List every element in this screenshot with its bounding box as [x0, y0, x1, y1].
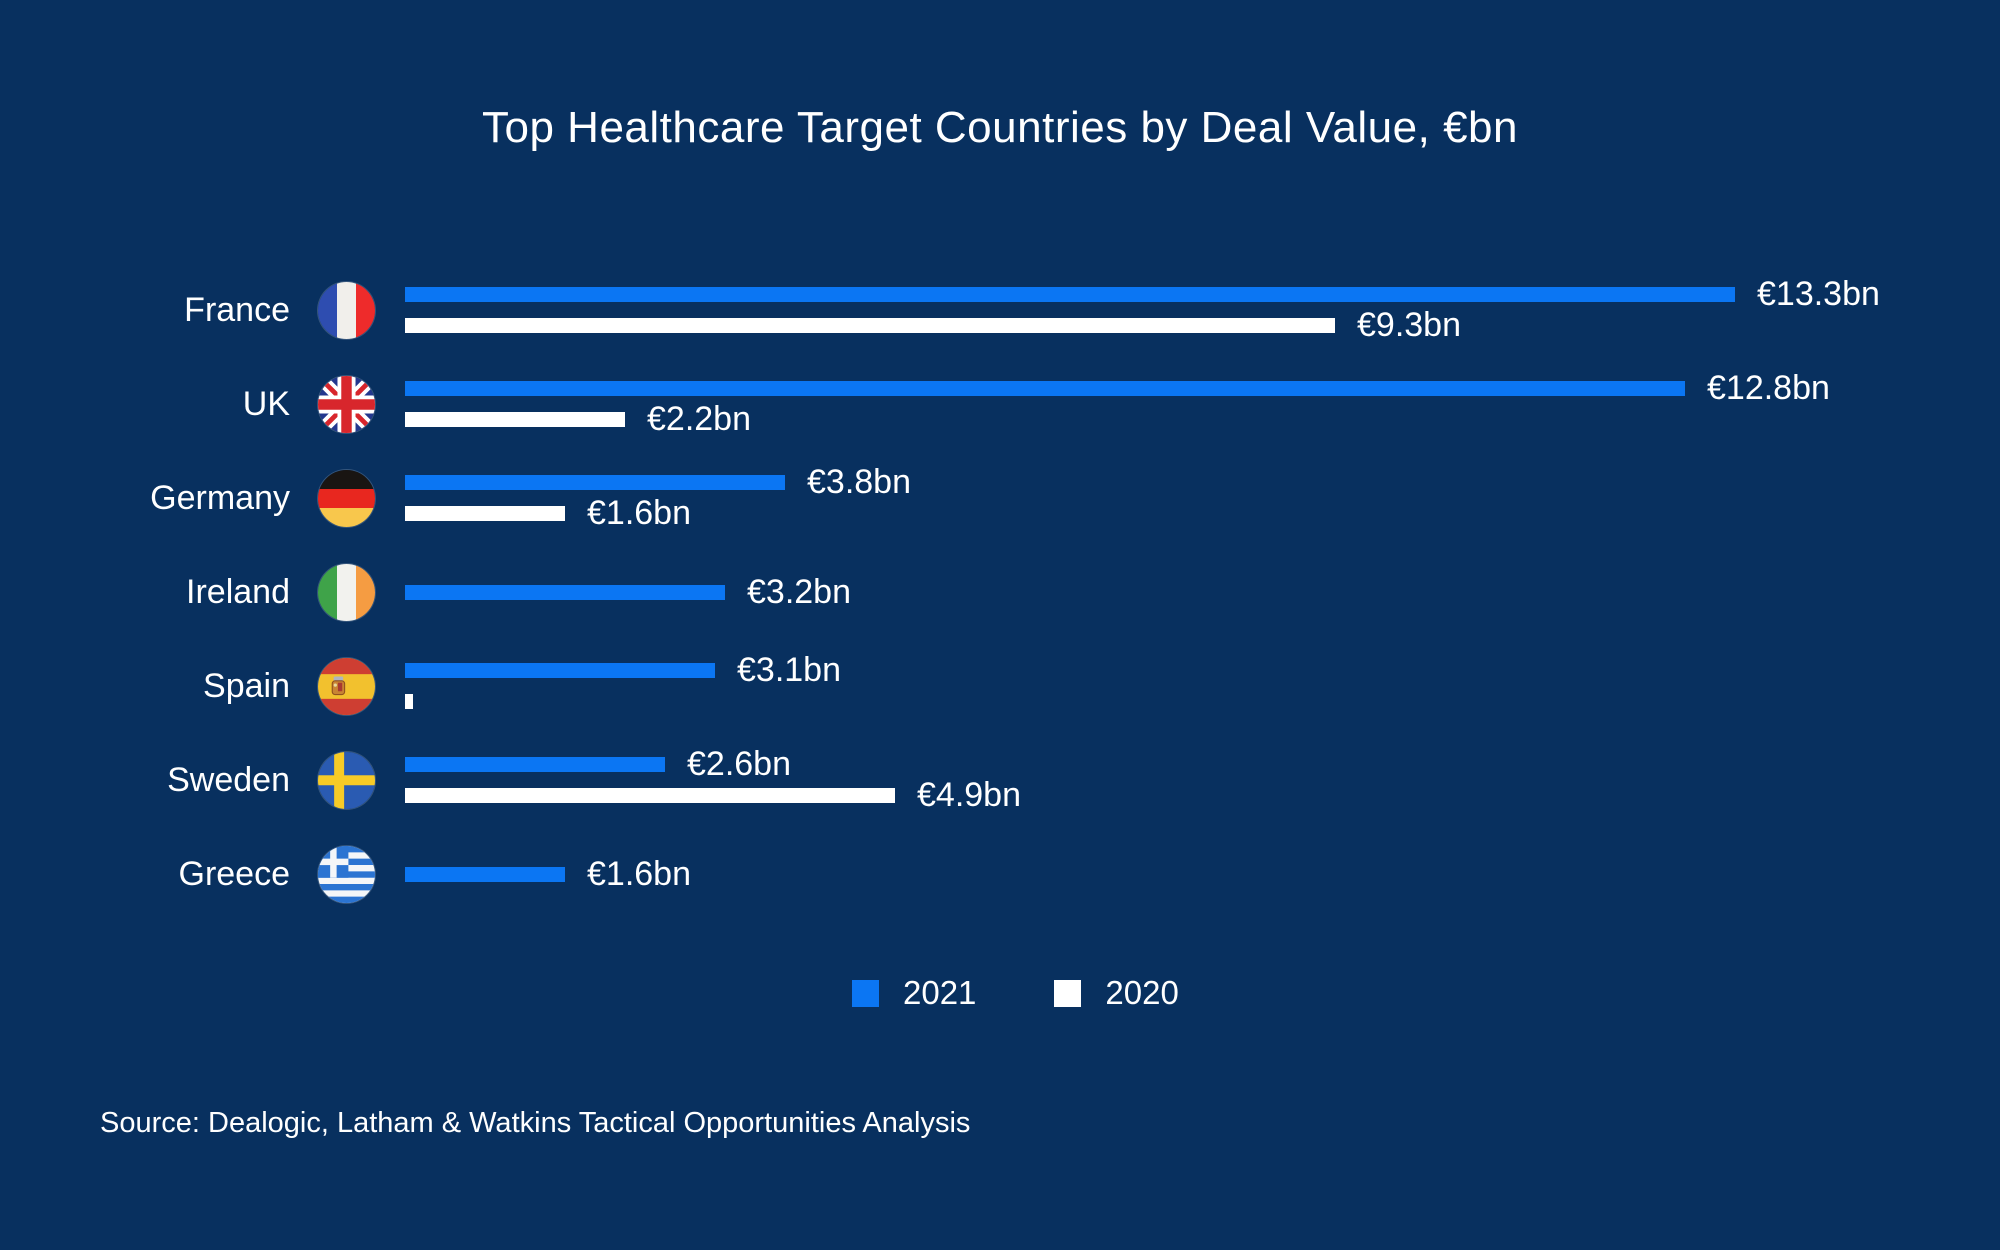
bar-group: €1.6bn — [405, 855, 691, 893]
legend-item-2021: 2021 — [852, 974, 976, 1012]
bar-line-2021: €1.6bn — [405, 855, 691, 893]
value-label: €3.8bn — [807, 463, 911, 501]
country-label: France — [184, 290, 290, 329]
bar-2020 — [405, 506, 565, 521]
bar-line-2021: €12.8bn — [405, 369, 1830, 407]
legend-swatch-2020 — [1054, 979, 1082, 1007]
bar-2021 — [405, 584, 725, 600]
chart-title: Top Healthcare Target Countries by Deal … — [482, 103, 1518, 152]
chart-row-sweden: Sweden €2.6bn €4.9bn — [0, 733, 2000, 827]
bar-line-2020: €2.2bn — [405, 400, 1830, 438]
bar-line-2021: €13.3bn — [405, 275, 1880, 313]
bar-2020 — [405, 318, 1335, 333]
ireland-flag-icon — [318, 563, 375, 621]
legend-swatch-2021 — [852, 979, 879, 1007]
bar-2021 — [405, 757, 665, 772]
value-label: €13.3bn — [1757, 275, 1880, 313]
value-label: €12.8bn — [1707, 369, 1830, 407]
value-label: €2.6bn — [687, 745, 791, 783]
chart-row-germany: Germany €3.8bn €1.6bn — [0, 451, 2000, 545]
bar-2021 — [405, 866, 565, 882]
bar-chart: France €13.3bn €9.3bn UK €12.8bn €2.2bn German… — [0, 263, 2000, 921]
bar-2021 — [405, 663, 715, 678]
country-label: Germany — [150, 478, 290, 517]
legend-item-2020: 2020 — [1054, 974, 1179, 1012]
spain-flag-icon — [318, 657, 375, 715]
country-label: UK — [242, 384, 290, 423]
bar-2020 — [405, 412, 625, 427]
country-label: Ireland — [186, 572, 290, 611]
bar-line-2020: €1.6bn — [405, 494, 911, 532]
chart-row-ireland: Ireland €3.2bn — [0, 545, 2000, 639]
bar-group: €12.8bn €2.2bn — [405, 369, 1830, 438]
bar-line-2021: €3.1bn — [405, 651, 841, 689]
chart-row-spain: Spain €3.1bn — [0, 639, 2000, 733]
bar-group: €2.6bn €4.9bn — [405, 745, 1021, 814]
value-label: €4.9bn — [917, 776, 1021, 814]
bar-2021 — [405, 475, 785, 490]
bar-2020 — [405, 694, 413, 709]
chart-row-france: France €13.3bn €9.3bn — [0, 263, 2000, 357]
uk-flag-icon — [318, 375, 375, 433]
bar-line-2020: €4.9bn — [405, 776, 1021, 814]
chart-row-uk: UK €12.8bn €2.2bn — [0, 357, 2000, 451]
bar-group: €3.1bn — [405, 651, 841, 709]
bar-2021 — [405, 287, 1735, 302]
bar-line-2021: €3.8bn — [405, 463, 911, 501]
bar-line-2021: €2.6bn — [405, 745, 1021, 783]
source-note: Source: Dealogic, Latham & Watkins Tacti… — [100, 1107, 971, 1139]
france-flag-icon — [318, 281, 375, 339]
bar-2021 — [405, 381, 1685, 396]
legend-label: 2021 — [903, 974, 977, 1011]
greece-flag-icon — [318, 845, 375, 903]
legend-label: 2020 — [1105, 974, 1179, 1011]
bar-group: €3.8bn €1.6bn — [405, 463, 911, 532]
bar-group: €3.2bn — [405, 573, 851, 611]
country-label: Spain — [203, 666, 290, 705]
value-label: €1.6bn — [587, 494, 691, 532]
value-label: €1.6bn — [587, 854, 691, 893]
value-label: €9.3bn — [1357, 306, 1461, 344]
value-label: €3.2bn — [747, 572, 851, 611]
country-label: Sweden — [167, 760, 290, 799]
bar-line-2020: €9.3bn — [405, 306, 1880, 344]
sweden-flag-icon — [318, 751, 375, 809]
chart-row-greece: Greece €1.6bn — [0, 827, 2000, 921]
bar-line-2020 — [405, 694, 841, 709]
value-label: €2.2bn — [647, 400, 751, 438]
bar-line-2021: €3.2bn — [405, 573, 851, 611]
value-label: €3.1bn — [737, 651, 841, 689]
germany-flag-icon — [318, 469, 375, 527]
legend: 2021 2020 — [852, 974, 1179, 1012]
bar-group: €13.3bn €9.3bn — [405, 275, 1880, 344]
country-label: Greece — [178, 854, 291, 893]
bar-2020 — [405, 788, 895, 803]
